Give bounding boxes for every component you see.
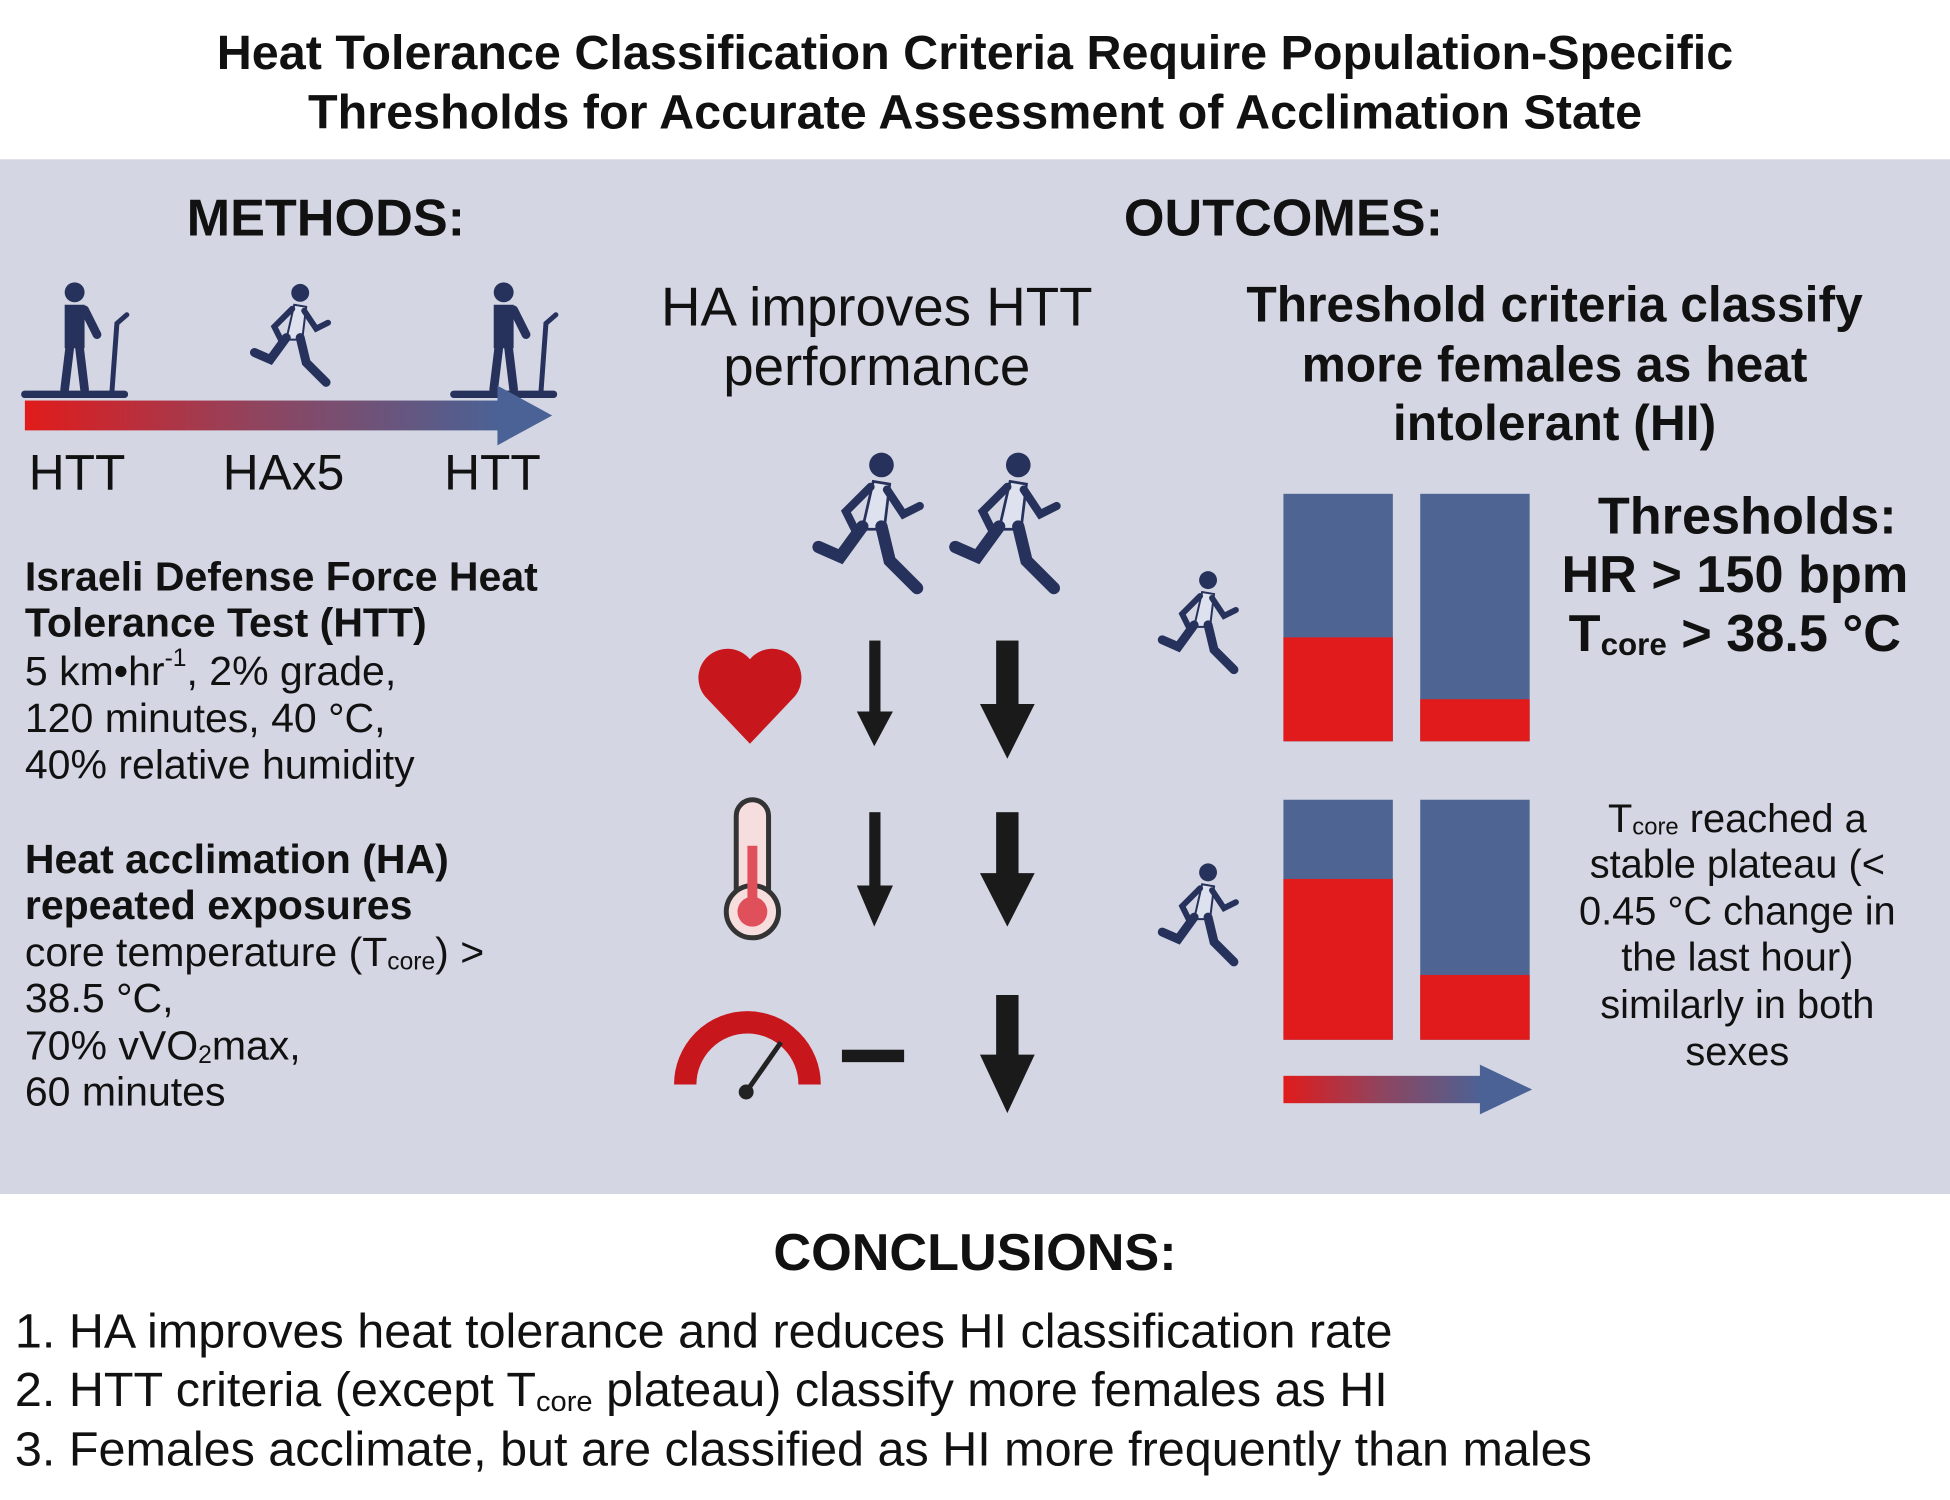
- plateau-line: the last hour): [1621, 936, 1853, 980]
- text: T: [1569, 605, 1601, 663]
- threshold-line: Thresholds:: [1598, 488, 1897, 546]
- superscript: -1: [165, 645, 187, 672]
- timeline-label: HTT: [444, 445, 541, 501]
- hi-bar: [1420, 699, 1530, 742]
- subscript: 2: [198, 1041, 212, 1068]
- subscript: core: [1632, 814, 1678, 841]
- subscript: core: [536, 1386, 593, 1418]
- conclusion-item: 2. HTT criteria (except Tcore plateau) c…: [15, 1363, 1388, 1418]
- text: , 2% grade,: [186, 648, 396, 694]
- plateau-note: Tcore reached a stable plateau (< 0.45 °…: [1579, 796, 1896, 1074]
- htt-line: 40% relative humidity: [25, 741, 415, 787]
- hi-bar: [1420, 974, 1530, 1040]
- classification-title: intolerant (HI): [1393, 395, 1716, 451]
- text: max,: [212, 1022, 301, 1068]
- performance-title: HA improves HTT: [661, 275, 1093, 337]
- htt-title: Tolerance Test (HTT): [25, 599, 427, 645]
- change-arrows: [841, 640, 1035, 1114]
- thresholds-box: Thresholds: HR > 150 bpm Tcore > 38.5 °C: [1561, 488, 1908, 663]
- timeline-label: HAx5: [223, 445, 345, 501]
- text: ) >: [435, 929, 484, 975]
- ha-line: 70% vVO2max,: [25, 1022, 301, 1068]
- text: core temperature (T: [25, 929, 387, 975]
- classification-title: Threshold criteria classify: [1246, 277, 1863, 333]
- ha-line: 38.5 °C,: [25, 975, 174, 1021]
- plateau-line: Tcore reached a: [1608, 796, 1868, 840]
- subscript: core: [1601, 627, 1667, 662]
- ha-title: Heat acclimation (HA): [25, 836, 449, 882]
- timeline-arrow: [24, 400, 500, 431]
- htt-line: 120 minutes, 40 °C,: [25, 695, 386, 741]
- plateau-line: similarly in both: [1600, 983, 1874, 1027]
- ha-line: core temperature (Tcore) >: [25, 929, 484, 975]
- panel-background: [0, 159, 1950, 1194]
- title-line: Thresholds for Accurate Assessment of Ac…: [308, 86, 1642, 140]
- text: reached a: [1679, 796, 1868, 840]
- classification-title: more females as heat: [1302, 336, 1808, 392]
- conclusions-list: 1. HA improves heat tolerance and reduce…: [15, 1304, 1592, 1476]
- text: 2. HTT criteria (except T: [15, 1363, 536, 1417]
- bars-arrow-head: [1479, 1064, 1533, 1115]
- timeline-label: HTT: [29, 445, 126, 501]
- plateau-line: 0.45 °C change in: [1579, 890, 1896, 934]
- plateau-line: stable plateau (<: [1590, 842, 1885, 886]
- htt-title: Israeli Defense Force Heat: [25, 553, 538, 599]
- text: > 38.5 °C: [1667, 605, 1901, 663]
- subscript: core: [387, 948, 435, 975]
- ha-line: 60 minutes: [25, 1068, 226, 1114]
- hi-bar: [1283, 878, 1393, 1040]
- threshold-line: Tcore > 38.5 °C: [1569, 605, 1901, 663]
- title-line: Heat Tolerance Classification Criteria R…: [217, 26, 1733, 80]
- text: T: [1608, 796, 1632, 840]
- conclusion-item: 3. Females acclimate, but are classified…: [15, 1422, 1592, 1476]
- stacked-bars: [1283, 493, 1530, 1040]
- conclusions-heading: CONCLUSIONS:: [773, 1224, 1176, 1282]
- heart-icon: [698, 648, 802, 744]
- thermometer-icon: [723, 797, 781, 941]
- hi-bar: [1283, 637, 1393, 742]
- ha-title: repeated exposures: [25, 882, 413, 928]
- text: plateau) classify more females as HI: [593, 1363, 1388, 1417]
- timeline-arrow-head: [497, 385, 553, 446]
- outcomes-heading: OUTCOMES:: [1124, 189, 1443, 247]
- text: 70% vVO: [25, 1022, 198, 1068]
- ha-description: Heat acclimation (HA) repeated exposures…: [25, 836, 484, 1115]
- text: 5 km•hr: [25, 648, 165, 694]
- performance-title: performance: [723, 335, 1030, 397]
- bars-arrow: [1283, 1075, 1483, 1104]
- gauge-icon: [674, 1011, 821, 1100]
- htt-line: 5 km•hr-1, 2% grade,: [25, 645, 396, 694]
- htt-description: Israeli Defense Force Heat Tolerance Tes…: [25, 553, 538, 787]
- methods-heading: METHODS:: [187, 189, 465, 247]
- conclusion-item: 1. HA improves heat tolerance and reduce…: [15, 1304, 1393, 1358]
- plateau-line: sexes: [1685, 1030, 1789, 1074]
- threshold-line: HR > 150 bpm: [1561, 546, 1908, 604]
